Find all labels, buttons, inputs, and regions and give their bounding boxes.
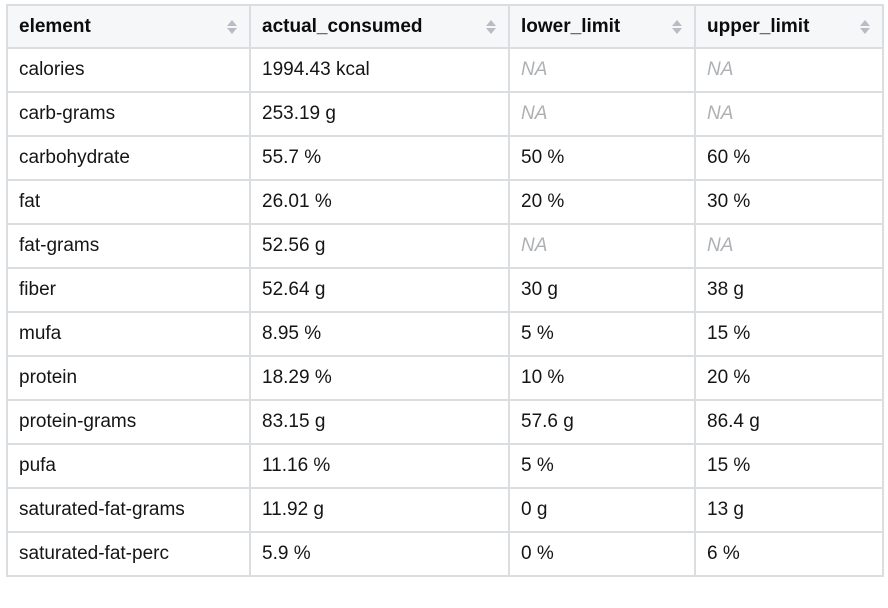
column-header-actual-consumed[interactable]: actual_consumed: [249, 4, 510, 49]
table-body: calories 1994.43 kcal NA NA carb-grams 2…: [6, 47, 884, 577]
cell-actual-consumed: 253.19 g: [249, 91, 510, 137]
column-header-upper-limit[interactable]: upper_limit: [694, 4, 884, 49]
sort-asc-icon: [486, 19, 496, 26]
cell-lower-limit: 50 %: [508, 135, 696, 181]
cell-element: mufa: [6, 311, 251, 357]
cell-lower-limit: NA: [508, 91, 696, 137]
cell-actual-consumed: 11.92 g: [249, 487, 510, 533]
sort-desc-icon: [672, 27, 682, 34]
table-row: fat-grams 52.56 g NA NA: [6, 223, 884, 269]
cell-lower-limit: 10 %: [508, 355, 696, 401]
cell-element: carbohydrate: [6, 135, 251, 181]
cell-lower-limit: 5 %: [508, 311, 696, 357]
cell-upper-limit: 13 g: [694, 487, 884, 533]
cell-actual-consumed: 5.9 %: [249, 531, 510, 577]
table-row: carb-grams 253.19 g NA NA: [6, 91, 884, 137]
column-header-lower-limit[interactable]: lower_limit: [508, 4, 696, 49]
cell-lower-limit: NA: [508, 47, 696, 93]
cell-upper-limit: 86.4 g: [694, 399, 884, 445]
sort-desc-icon: [227, 27, 237, 34]
sort-icon[interactable]: [860, 19, 870, 34]
column-header-label: lower_limit: [521, 15, 621, 37]
cell-element: protein-grams: [6, 399, 251, 445]
cell-upper-limit: 15 %: [694, 311, 884, 357]
cell-lower-limit: 57.6 g: [508, 399, 696, 445]
cell-lower-limit: 20 %: [508, 179, 696, 225]
cell-lower-limit: 5 %: [508, 443, 696, 489]
sort-asc-icon: [227, 19, 237, 26]
sort-icon[interactable]: [672, 19, 682, 34]
cell-element: carb-grams: [6, 91, 251, 137]
cell-upper-limit: 30 %: [694, 179, 884, 225]
cell-actual-consumed: 52.56 g: [249, 223, 510, 269]
cell-lower-limit: NA: [508, 223, 696, 269]
cell-actual-consumed: 11.16 %: [249, 443, 510, 489]
cell-upper-limit: NA: [694, 47, 884, 93]
table-row: fiber 52.64 g 30 g 38 g: [6, 267, 884, 313]
cell-element: fat-grams: [6, 223, 251, 269]
header-row: element actual_consumed lower_limit uppe…: [6, 4, 884, 49]
cell-upper-limit: NA: [694, 91, 884, 137]
cell-lower-limit: 0 g: [508, 487, 696, 533]
table-row: calories 1994.43 kcal NA NA: [6, 47, 884, 93]
cell-upper-limit: 15 %: [694, 443, 884, 489]
table-row: saturated-fat-grams 11.92 g 0 g 13 g: [6, 487, 884, 533]
cell-actual-consumed: 83.15 g: [249, 399, 510, 445]
cell-actual-consumed: 26.01 %: [249, 179, 510, 225]
table-header: element actual_consumed lower_limit uppe…: [6, 4, 884, 49]
table-row: mufa 8.95 % 5 % 15 %: [6, 311, 884, 357]
sort-desc-icon: [486, 27, 496, 34]
table-row: pufa 11.16 % 5 % 15 %: [6, 443, 884, 489]
cell-upper-limit: NA: [694, 223, 884, 269]
cell-upper-limit: 6 %: [694, 531, 884, 577]
cell-actual-consumed: 52.64 g: [249, 267, 510, 313]
sort-asc-icon: [672, 19, 682, 26]
cell-actual-consumed: 55.7 %: [249, 135, 510, 181]
column-header-label: actual_consumed: [262, 15, 423, 37]
cell-element: saturated-fat-grams: [6, 487, 251, 533]
sort-asc-icon: [860, 19, 870, 26]
cell-element: pufa: [6, 443, 251, 489]
cell-upper-limit: 20 %: [694, 355, 884, 401]
cell-element: fat: [6, 179, 251, 225]
cell-lower-limit: 0 %: [508, 531, 696, 577]
sort-desc-icon: [860, 27, 870, 34]
cell-actual-consumed: 8.95 %: [249, 311, 510, 357]
column-header-element[interactable]: element: [6, 4, 251, 49]
cell-element: protein: [6, 355, 251, 401]
column-header-label: element: [19, 15, 91, 37]
table-row: fat 26.01 % 20 % 30 %: [6, 179, 884, 225]
sort-icon[interactable]: [486, 19, 496, 34]
cell-upper-limit: 60 %: [694, 135, 884, 181]
table-row: saturated-fat-perc 5.9 % 0 % 6 %: [6, 531, 884, 577]
cell-actual-consumed: 1994.43 kcal: [249, 47, 510, 93]
cell-lower-limit: 30 g: [508, 267, 696, 313]
column-header-label: upper_limit: [707, 15, 810, 37]
cell-actual-consumed: 18.29 %: [249, 355, 510, 401]
cell-element: saturated-fat-perc: [6, 531, 251, 577]
table-row: carbohydrate 55.7 % 50 % 60 %: [6, 135, 884, 181]
cell-element: fiber: [6, 267, 251, 313]
table-row: protein 18.29 % 10 % 20 %: [6, 355, 884, 401]
nutrition-limits-table: element actual_consumed lower_limit uppe…: [6, 4, 884, 577]
sort-icon[interactable]: [227, 19, 237, 34]
cell-upper-limit: 38 g: [694, 267, 884, 313]
table-row: protein-grams 83.15 g 57.6 g 86.4 g: [6, 399, 884, 445]
data-table: element actual_consumed lower_limit uppe…: [6, 4, 884, 577]
cell-element: calories: [6, 47, 251, 93]
